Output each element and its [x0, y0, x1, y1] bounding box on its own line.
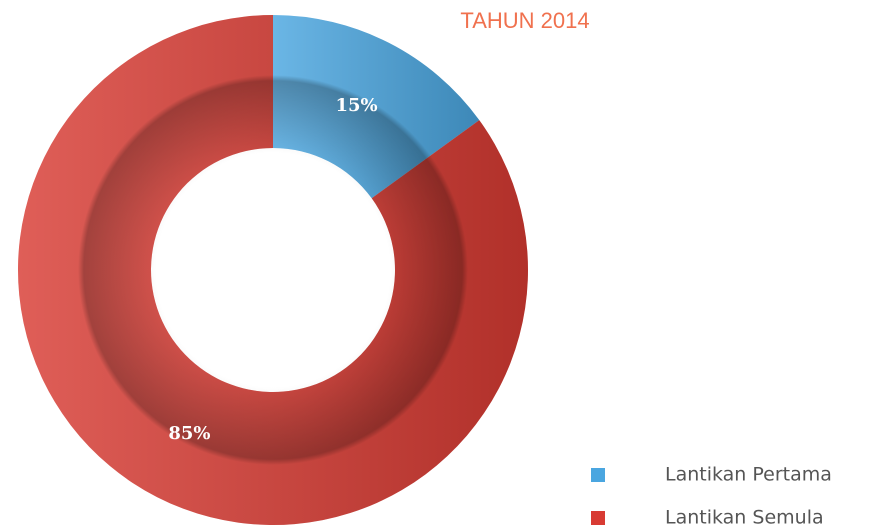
labels: 15% 85% — [168, 95, 377, 444]
chart-title: TAHUN 2014 — [460, 8, 589, 33]
legend: Lantikan Pertama Lantikan Semula — [591, 464, 832, 529]
slices — [18, 15, 528, 525]
value-label: 85% — [168, 423, 210, 444]
legend-label: Lantikan Semula — [665, 507, 824, 529]
legend-swatch — [591, 468, 605, 482]
legend-swatch — [591, 511, 605, 525]
value-label: 15% — [335, 95, 377, 116]
legend-label: Lantikan Pertama — [665, 464, 832, 486]
